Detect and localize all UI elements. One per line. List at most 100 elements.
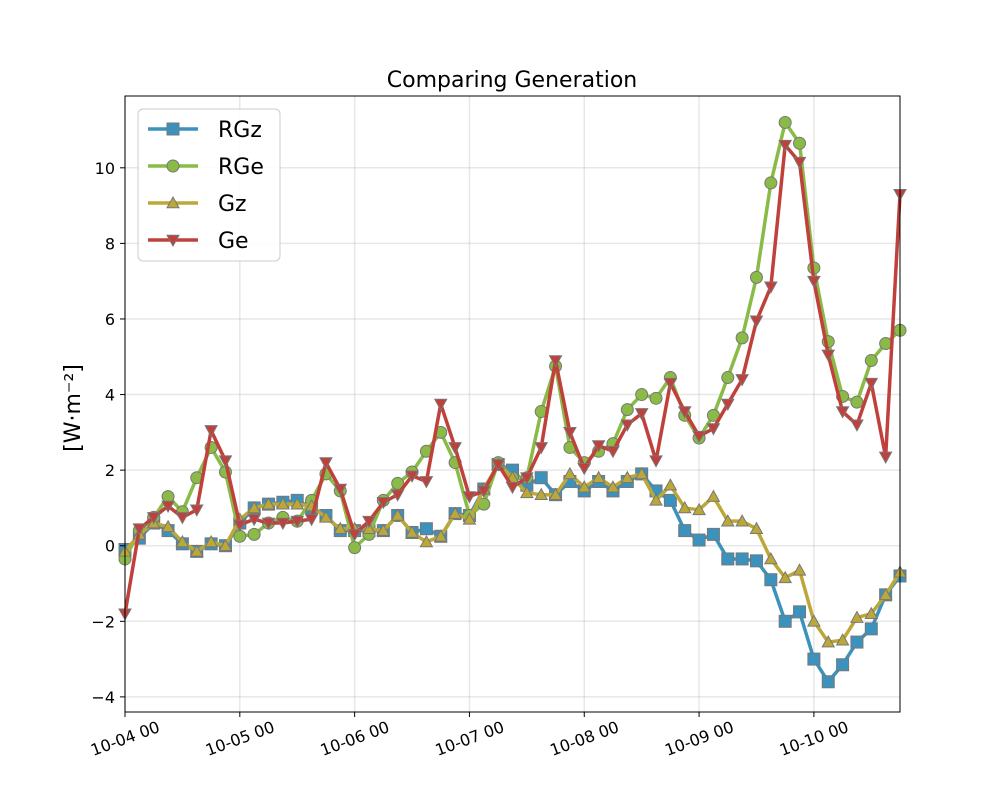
- data-point-gz: [763, 551, 778, 565]
- y-axis-label: [W·m⁻²]: [61, 364, 86, 452]
- data-point-ge: [247, 513, 262, 527]
- data-point-gz: [591, 470, 606, 483]
- data-point-ge: [821, 349, 836, 362]
- data-point-ge: [878, 451, 893, 464]
- legend-marker-rge: [166, 159, 180, 173]
- legend-label-rge: RGe: [218, 155, 264, 180]
- data-point-ge: [649, 455, 663, 468]
- data-point-gz: [778, 570, 793, 584]
- data-point-ge: [620, 419, 635, 432]
- series-group: [118, 115, 907, 689]
- data-point-ge: [864, 377, 879, 391]
- data-point-rgz: [534, 471, 548, 485]
- series-ge: [118, 139, 907, 621]
- data-point-rge: [864, 354, 878, 368]
- data-point-ge: [146, 512, 161, 525]
- data-point-gz: [261, 497, 276, 510]
- data-point-gz: [448, 506, 462, 519]
- data-point-ge: [333, 483, 348, 497]
- data-point-ge: [505, 481, 520, 495]
- data-point-ge: [792, 156, 807, 170]
- data-point-ge: [218, 455, 233, 468]
- data-point-ge: [161, 500, 175, 514]
- legend-marker-rgz: [166, 122, 180, 136]
- data-point-ge: [175, 512, 190, 525]
- legend-label-ge: Ge: [218, 229, 249, 254]
- data-point-rgz: [721, 552, 735, 566]
- data-point-ge: [591, 440, 606, 453]
- data-point-rge: [879, 337, 893, 351]
- data-point-ge: [720, 398, 735, 412]
- data-point-gz: [534, 487, 549, 500]
- data-point-gz: [692, 502, 706, 516]
- data-point-rgz: [749, 554, 763, 568]
- data-point-rge: [247, 527, 261, 541]
- data-point-gz: [663, 478, 678, 491]
- data-point-gz: [649, 493, 663, 506]
- data-point-ge: [433, 398, 448, 412]
- data-point-gz: [563, 466, 577, 480]
- data-point-ge: [850, 419, 864, 432]
- data-point-rge: [721, 371, 735, 385]
- y-tick-label: −4: [91, 688, 115, 707]
- data-point-gz: [577, 480, 592, 493]
- data-point-gz: [735, 514, 749, 527]
- data-point-rgz: [836, 658, 850, 672]
- data-point-rgz: [764, 573, 778, 587]
- data-point-ge: [448, 442, 462, 455]
- data-point-ge: [778, 139, 793, 153]
- data-point-rgz: [663, 493, 677, 507]
- data-point-gz: [634, 466, 649, 480]
- data-point-gz: [548, 487, 563, 500]
- data-point-ge: [362, 515, 376, 529]
- data-point-ge: [706, 423, 721, 436]
- data-point-ge: [548, 355, 563, 368]
- data-point-rge: [233, 529, 247, 543]
- data-point-ge: [692, 430, 706, 444]
- data-point-gz: [247, 500, 262, 514]
- data-point-rgz: [735, 552, 749, 566]
- data-point-gz: [405, 525, 419, 538]
- data-point-ge: [276, 517, 290, 531]
- legend-box: [137, 108, 281, 262]
- data-point-gz: [821, 635, 836, 648]
- data-point-rge: [649, 391, 663, 405]
- legend: RGz RGe Gz Ge: [137, 108, 281, 262]
- data-point-gz: [792, 563, 807, 576]
- data-point-ge: [405, 470, 419, 483]
- data-point-ge: [577, 462, 592, 476]
- data-point-ge: [763, 281, 778, 294]
- data-point-ge: [290, 515, 305, 529]
- y-tick-label: 6: [105, 310, 115, 329]
- data-point-gz: [677, 500, 692, 514]
- data-point-gz: [606, 480, 620, 493]
- data-point-gz: [218, 538, 233, 552]
- data-point-gz: [850, 610, 864, 623]
- data-point-rgz: [821, 675, 835, 689]
- data-point-rge: [793, 136, 807, 150]
- data-point-ge: [634, 408, 649, 421]
- data-point-rgz: [807, 652, 821, 666]
- data-point-gz: [419, 534, 434, 548]
- data-point-rgz: [419, 522, 433, 536]
- data-point-rge: [749, 270, 763, 284]
- data-point-gz: [462, 512, 477, 525]
- legend-marker-ge: [166, 234, 180, 248]
- data-point-ge: [677, 406, 692, 419]
- legend-label-gz: Gz: [218, 192, 247, 217]
- data-point-ge: [132, 523, 147, 536]
- data-point-ge: [419, 476, 434, 489]
- y-tick-label: 8: [105, 234, 115, 253]
- data-point-ge: [606, 445, 620, 459]
- data-point-gz: [390, 508, 405, 521]
- data-point-gz: [204, 534, 218, 548]
- data-point-ge: [319, 457, 333, 470]
- data-point-ge: [347, 529, 362, 542]
- data-point-ge: [476, 485, 491, 498]
- data-point-rgz: [850, 635, 864, 649]
- data-point-rge: [850, 395, 864, 409]
- data-point-rgz: [678, 524, 692, 538]
- data-point-ge: [261, 517, 276, 531]
- data-point-rge: [764, 176, 778, 190]
